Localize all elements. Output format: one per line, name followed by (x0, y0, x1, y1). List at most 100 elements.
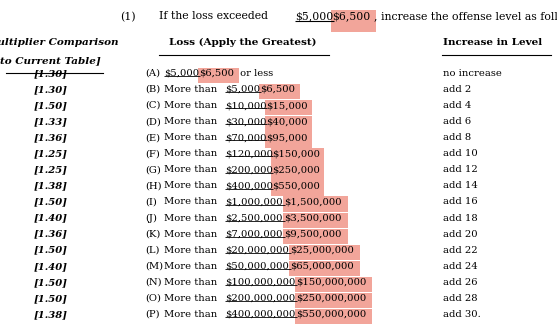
Text: More than: More than (164, 294, 221, 303)
Text: $200,000,000: $200,000,000 (226, 294, 296, 303)
Text: add 14: add 14 (443, 181, 478, 190)
Text: add 20: add 20 (443, 230, 477, 238)
Text: (C): (C) (145, 101, 160, 110)
Text: [1.25]: [1.25] (33, 149, 67, 158)
Text: $10,000: $10,000 (226, 101, 267, 110)
Text: $95,000: $95,000 (266, 133, 308, 142)
Text: More than: More than (164, 117, 221, 126)
Text: $150,000: $150,000 (272, 149, 320, 158)
Text: $1,500,000: $1,500,000 (284, 197, 342, 206)
Text: or less: or less (237, 69, 273, 78)
Text: [1.33]: [1.33] (33, 117, 67, 126)
Text: (B): (B) (145, 85, 160, 94)
Text: $6,500: $6,500 (260, 85, 295, 94)
Text: (F): (F) (145, 149, 160, 158)
Text: $3,500,000: $3,500,000 (284, 214, 342, 222)
Text: [1.50]: [1.50] (33, 101, 67, 110)
FancyBboxPatch shape (331, 10, 376, 32)
Text: More than: More than (164, 85, 221, 94)
FancyBboxPatch shape (283, 196, 348, 212)
FancyBboxPatch shape (289, 261, 360, 276)
FancyBboxPatch shape (265, 132, 312, 148)
Text: (G): (G) (145, 165, 161, 174)
Text: add 18: add 18 (443, 214, 477, 222)
Text: (O): (O) (145, 294, 161, 303)
Text: add 4: add 4 (443, 101, 471, 110)
Text: (1): (1) (120, 11, 135, 22)
Text: no increase: no increase (443, 69, 502, 78)
Text: $9,500,000: $9,500,000 (284, 230, 342, 238)
Text: More than: More than (164, 181, 221, 190)
Text: (P): (P) (145, 310, 159, 319)
Text: [1.50]: [1.50] (33, 246, 67, 255)
Text: add 16: add 16 (443, 197, 477, 206)
FancyBboxPatch shape (265, 116, 312, 132)
Text: , increase the offense level as follows:: , increase the offense level as follows: (374, 11, 557, 21)
Text: $6,500: $6,500 (333, 11, 371, 21)
Text: $120,000: $120,000 (226, 149, 273, 158)
Text: $400,000,000: $400,000,000 (226, 310, 296, 319)
Text: [1.30]: [1.30] (33, 69, 67, 78)
Text: $100,000,000: $100,000,000 (226, 278, 296, 287)
Text: More than: More than (164, 165, 221, 174)
Text: More than: More than (164, 262, 221, 271)
Text: More than: More than (164, 101, 221, 110)
Text: $2,500,000: $2,500,000 (226, 214, 283, 222)
FancyBboxPatch shape (283, 213, 348, 228)
Text: More than: More than (164, 149, 221, 158)
Text: (H): (H) (145, 181, 162, 190)
Text: $20,000,000: $20,000,000 (226, 246, 289, 255)
Text: add 2: add 2 (443, 85, 471, 94)
Text: $30,000: $30,000 (226, 117, 267, 126)
FancyBboxPatch shape (295, 293, 372, 308)
Text: $70,000: $70,000 (226, 133, 267, 142)
FancyBboxPatch shape (265, 100, 312, 115)
Text: $15,000: $15,000 (266, 101, 308, 110)
Text: Increase in Level: Increase in Level (443, 38, 542, 47)
FancyBboxPatch shape (283, 229, 348, 244)
Text: add 8: add 8 (443, 133, 471, 142)
Text: More than: More than (164, 278, 221, 287)
Text: (M): (M) (145, 262, 163, 271)
Text: (I): (I) (145, 197, 157, 206)
Text: [1.40]: [1.40] (33, 262, 67, 271)
FancyBboxPatch shape (271, 180, 324, 196)
Text: (J): (J) (145, 214, 157, 223)
Text: $5,000: $5,000 (295, 11, 334, 21)
Text: $5,000: $5,000 (226, 85, 261, 94)
Text: More than: More than (164, 133, 221, 142)
Text: More than: More than (164, 310, 221, 319)
Text: $150,000,000: $150,000,000 (296, 278, 367, 287)
FancyBboxPatch shape (271, 164, 324, 180)
Text: $250,000,000: $250,000,000 (296, 294, 367, 303)
Text: $50,000,000: $50,000,000 (226, 262, 289, 271)
Text: [1.50]: [1.50] (33, 197, 67, 206)
Text: (K): (K) (145, 230, 160, 238)
Text: [1.36]: [1.36] (33, 133, 67, 142)
Text: [1.50]: [1.50] (33, 278, 67, 287)
Text: $400,000: $400,000 (226, 181, 273, 190)
Text: [1.38]: [1.38] (33, 310, 67, 319)
Text: $7,000,000: $7,000,000 (226, 230, 283, 238)
Text: (D): (D) (145, 117, 161, 126)
Text: add 26: add 26 (443, 278, 477, 287)
FancyBboxPatch shape (271, 148, 324, 164)
Text: [1.25]: [1.25] (33, 165, 67, 174)
Text: (E): (E) (145, 133, 160, 142)
Text: $25,000,000: $25,000,000 (290, 246, 354, 255)
Text: $6,500: $6,500 (199, 69, 234, 78)
Text: $550,000,000: $550,000,000 (296, 310, 367, 319)
Text: (A): (A) (145, 69, 160, 78)
Text: to Current Table]: to Current Table] (0, 56, 100, 65)
Text: $1,000,000: $1,000,000 (226, 197, 283, 206)
Text: Loss (Apply the Greatest): Loss (Apply the Greatest) (169, 38, 316, 47)
Text: [Multiplier Comparison: [Multiplier Comparison (0, 38, 119, 47)
Text: add 24: add 24 (443, 262, 477, 271)
Text: add 30.: add 30. (443, 310, 481, 319)
Text: [1.38]: [1.38] (33, 181, 67, 190)
Text: $5,000: $5,000 (164, 69, 199, 78)
FancyBboxPatch shape (289, 245, 360, 260)
FancyBboxPatch shape (198, 68, 238, 83)
Text: $250,000: $250,000 (272, 165, 320, 174)
Text: More than: More than (164, 197, 221, 206)
